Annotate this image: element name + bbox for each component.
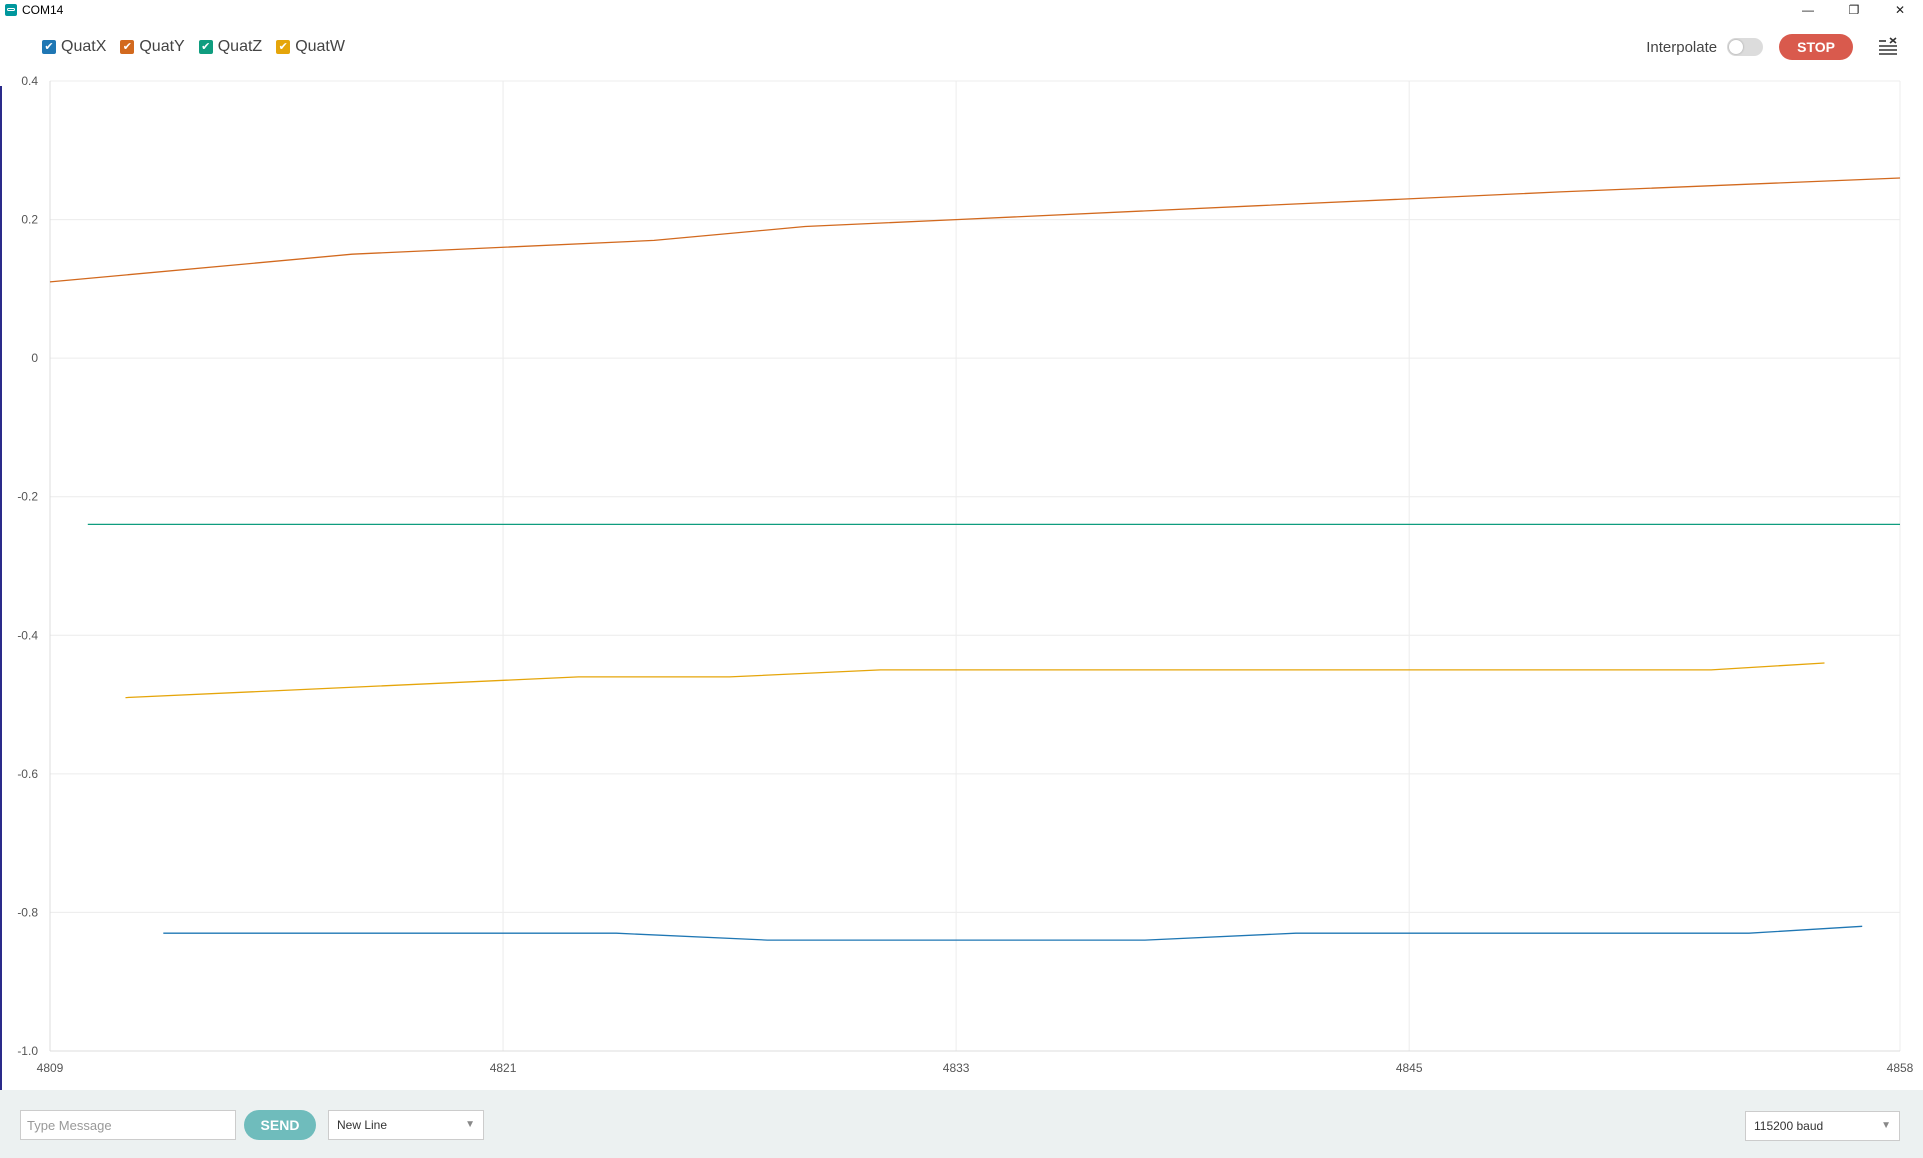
window-controls: — ❐ ✕ xyxy=(1785,0,1923,20)
grid xyxy=(49,80,1901,1052)
send-button[interactable]: SEND xyxy=(244,1110,316,1140)
y-tick-label: -0.8 xyxy=(17,905,38,919)
chevron-down-icon: ▼ xyxy=(465,1119,475,1130)
y-tick-label: -0.4 xyxy=(17,628,38,642)
x-tick-label: 4845 xyxy=(1396,1061,1423,1075)
y-tick-label: -1.0 xyxy=(17,1044,38,1058)
minimize-button[interactable]: — xyxy=(1802,3,1814,17)
line-ending-value: New Line xyxy=(337,1118,388,1132)
legend-label: QuatX xyxy=(61,38,107,55)
title-bar: COM14 — ❐ ✕ xyxy=(0,0,1923,20)
series-legend: ✔ QuatX ✔ QuatY ✔ QuatZ ✔ QuatW xyxy=(42,38,345,56)
legend-label: QuatY xyxy=(139,38,185,55)
message-input[interactable] xyxy=(20,1110,236,1140)
serial-plotter-chart: 0.4 0.2 0 -0.2 -0.4 -0.6 -0.8 -1.0 4809 4821 4833 4… xyxy=(17,74,1913,1075)
checkbox-checked-icon[interactable]: ✔ xyxy=(42,40,56,54)
x-tick-label: 4809 xyxy=(37,1061,64,1075)
clear-list-icon[interactable] xyxy=(1877,37,1899,57)
checkbox-checked-icon[interactable]: ✔ xyxy=(120,40,135,54)
close-button[interactable]: ✕ xyxy=(1894,3,1906,17)
send-bar: SEND New Line ▼ 115200 baud ▼ xyxy=(0,1090,1923,1158)
window-title: COM14 xyxy=(22,3,64,17)
axes: 0.4 0.2 0 -0.2 -0.4 -0.6 -0.8 -1.0 4809 4821 4833 4… xyxy=(17,74,1913,1075)
toggle-knob xyxy=(1729,40,1744,54)
legend-item-quatx[interactable]: ✔ QuatX xyxy=(42,38,106,56)
y-tick-label: 0.4 xyxy=(21,74,38,88)
x-tick-label: 4821 xyxy=(490,1061,517,1075)
interpolate-toggle[interactable] xyxy=(1727,38,1764,56)
series-line-quatx xyxy=(163,925,1863,941)
baud-rate-value: 115200 baud xyxy=(1754,1119,1824,1133)
series-line-quatw xyxy=(125,662,1825,699)
baud-rate-select[interactable]: 115200 baud ▼ xyxy=(1745,1111,1900,1141)
chevron-down-icon: ▼ xyxy=(1881,1120,1891,1131)
right-tools: Interpolate STOP xyxy=(1646,34,1899,60)
checkbox-checked-icon[interactable]: ✔ xyxy=(198,40,213,54)
y-tick-label: -0.2 xyxy=(17,490,38,504)
window-left-edge xyxy=(0,86,2,1158)
legend-label: QuatW xyxy=(295,38,345,55)
legend-item-quaty[interactable]: ✔ QuatY xyxy=(120,38,185,56)
legend-item-quatw[interactable]: ✔ QuatW xyxy=(276,38,345,56)
x-tick-label: 4833 xyxy=(943,1061,970,1075)
y-tick-label: 0.2 xyxy=(21,213,38,227)
checkbox-checked-icon[interactable]: ✔ xyxy=(276,40,291,54)
y-tick-label: 0 xyxy=(31,351,38,365)
arduino-app-icon xyxy=(5,4,17,16)
legend-item-quatz[interactable]: ✔ QuatZ xyxy=(198,38,263,56)
interpolate-label: Interpolate xyxy=(1646,38,1718,56)
series-lines xyxy=(49,177,1901,941)
y-tick-label: -0.6 xyxy=(17,767,38,781)
maximize-button[interactable]: ❐ xyxy=(1848,3,1860,17)
line-ending-select[interactable]: New Line ▼ xyxy=(328,1110,484,1140)
x-tick-label: 4858 xyxy=(1887,1061,1914,1075)
series-line-quaty xyxy=(49,177,1901,283)
legend-label: QuatZ xyxy=(217,38,263,55)
stop-button[interactable]: STOP xyxy=(1779,34,1853,60)
plotter-toolbar: ✔ QuatX ✔ QuatY ✔ QuatZ ✔ QuatW Interpol… xyxy=(0,28,1923,68)
